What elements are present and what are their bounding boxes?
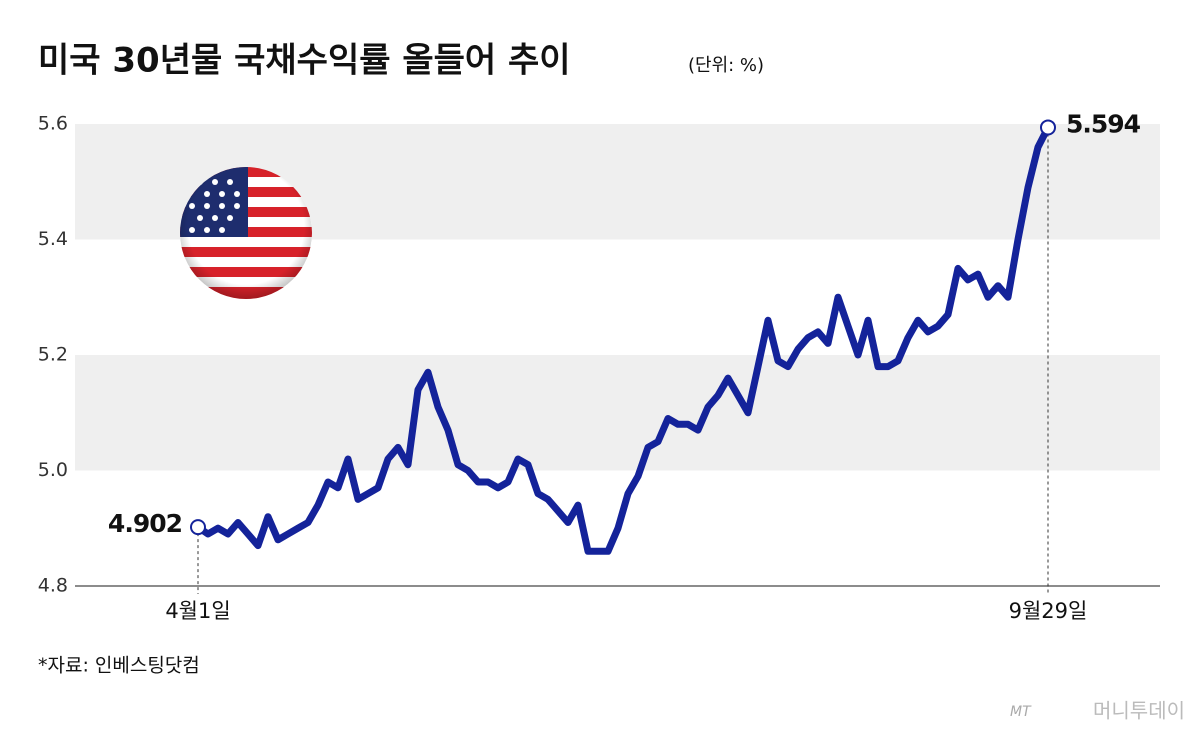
chart-title: 미국 30년물 국채수익률 올들어 추이 [38,41,571,81]
chart-subtitle: (단위: %) [688,55,764,76]
data-label: 5.594 [1066,109,1141,138]
flag [180,167,312,299]
end-point [190,519,206,536]
data-label: 4.902 [108,509,182,538]
x-tick-label: 4월1일 [165,599,230,623]
y-tick-label: 5.2 [38,344,68,366]
y-tick-label: 5.0 [38,459,68,481]
end-point [1040,119,1056,136]
x-tick-label: 9월29일 [1009,599,1088,623]
y-tick-label: 4.8 [38,575,68,597]
bands [75,124,1160,471]
grid-band [75,355,1160,471]
y-tick-label: 5.4 [38,228,68,250]
source: *자료: 인베스팅닷컴 [38,655,200,677]
watermark: 머니투데이 [1093,699,1185,723]
watermark-logo: MT [1010,704,1032,720]
y-tick-label: 5.6 [38,113,68,135]
line [194,124,1052,555]
